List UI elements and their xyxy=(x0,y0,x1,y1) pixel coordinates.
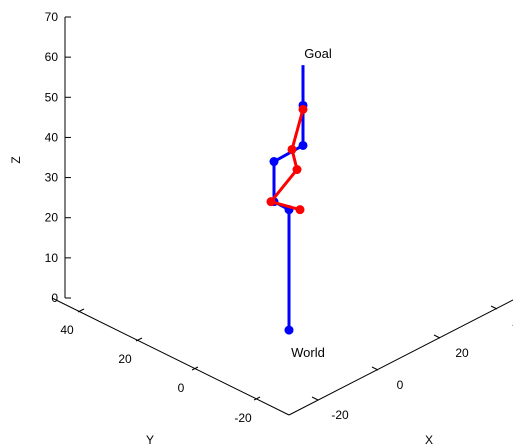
z-axis-label: Z xyxy=(9,156,23,163)
x-tick-mark xyxy=(433,334,441,339)
x-tick-label: 20 xyxy=(455,346,469,360)
z-tick-label: 0 xyxy=(51,291,58,305)
z-tick-label: 70 xyxy=(45,10,59,24)
red-path-point xyxy=(292,165,302,175)
z-tick-label: 40 xyxy=(45,130,59,144)
world-label: World xyxy=(291,345,325,360)
y-tick-mark xyxy=(253,396,261,401)
x-tick-mark xyxy=(371,366,379,371)
x-tick-label: -20 xyxy=(331,408,349,422)
blue-path-point xyxy=(269,157,279,167)
z-tick-label: 10 xyxy=(45,251,59,265)
y-tick-label: 0 xyxy=(178,381,185,395)
x-axis-line xyxy=(288,299,513,416)
y-axis-line xyxy=(51,297,290,416)
x-tick-label: 0 xyxy=(397,378,404,392)
y-tick-label: 20 xyxy=(118,352,132,366)
y-tick-label: -20 xyxy=(234,411,252,425)
x-tick-mark xyxy=(490,305,498,310)
x-axis-ticks: -2002040 xyxy=(311,305,513,422)
z-tick-label: 20 xyxy=(45,211,59,225)
series-layer xyxy=(266,65,308,335)
red-path-point xyxy=(287,144,297,154)
y-tick-label: 40 xyxy=(60,323,74,337)
y-tick-mark xyxy=(191,366,199,371)
x-tick-mark xyxy=(311,396,319,401)
z-tick-label: 30 xyxy=(45,171,59,185)
blue-path-point xyxy=(284,325,294,335)
red-path-point xyxy=(266,197,276,207)
x-axis-label: X xyxy=(425,433,433,447)
red-path-point xyxy=(295,205,305,215)
blue-path-point xyxy=(298,140,308,150)
y-axis-label: Y xyxy=(146,433,154,447)
y-tick-mark xyxy=(135,337,143,342)
y-axis-ticks: 40 20 0 -20 xyxy=(60,308,261,425)
z-tick-label: 60 xyxy=(45,50,59,64)
goal-label: Goal xyxy=(304,46,332,61)
red-path-point xyxy=(298,104,308,114)
z-tick-label: 50 xyxy=(45,90,59,104)
y-tick-mark xyxy=(77,308,85,313)
z-axis-ticks: 0 10 20 30 40 50 60 70 xyxy=(45,10,71,305)
